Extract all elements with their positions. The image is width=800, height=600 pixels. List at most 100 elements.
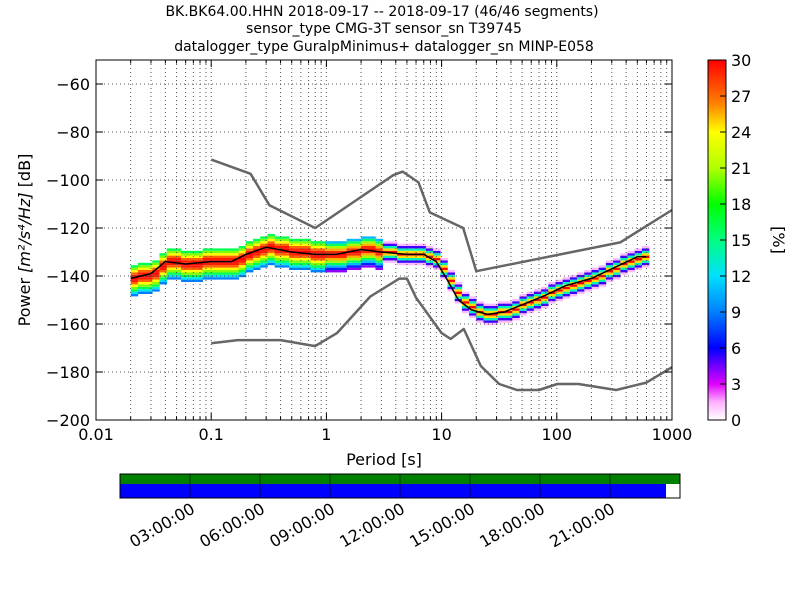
psd-bin: [166, 248, 175, 251]
psd-bin: [454, 282, 463, 285]
y-tick-label: −80: [56, 123, 90, 142]
psd-bin: [382, 260, 391, 263]
psd-bin: [541, 286, 549, 290]
psd-bin: [296, 253, 304, 256]
psd-bin: [202, 258, 211, 261]
psd-bin: [613, 272, 621, 275]
psd-bin: [296, 243, 304, 246]
psd-bin: [166, 258, 175, 261]
psd-bin: [440, 258, 448, 261]
psd-bin: [353, 260, 362, 263]
psd-bin: [339, 258, 347, 261]
psd-bin: [375, 255, 383, 258]
psd-bin: [325, 246, 333, 249]
psd-bin: [130, 284, 139, 287]
psd-bin: [389, 258, 398, 261]
psd-bin: [303, 238, 311, 242]
psd-bin: [562, 294, 571, 297]
ppsd-plot: 0.01 0.1 1 10 100 1000 −200 −180 −160 −140 −120 −10…: [15, 59, 693, 469]
psd-bin: [274, 258, 283, 261]
psd-bin: [289, 262, 297, 266]
psd-bin: [253, 243, 261, 246]
psd-bin: [245, 248, 254, 251]
psd-bin: [274, 253, 283, 256]
psd-bin: [476, 313, 484, 316]
psd-bin: [569, 277, 578, 280]
psd-bin: [317, 258, 326, 261]
psd-bin: [577, 272, 585, 275]
psd-bin: [339, 243, 347, 246]
psd-bin: [173, 277, 182, 280]
psd-bin: [224, 253, 232, 256]
colorbar-tick-label: 21: [731, 159, 751, 178]
psd-bin: [440, 267, 448, 270]
psd-bin: [634, 248, 643, 251]
colorbar-ticks: 0 3 6 9 12 15 18 21 24 27 30: [720, 51, 751, 430]
psd-bin: [166, 272, 175, 275]
psd-bin: [217, 270, 225, 273]
x-tick-label: 1000: [652, 425, 693, 444]
psd-bin: [447, 277, 455, 280]
psd-bin: [130, 294, 139, 297]
psd-bin: [289, 238, 297, 242]
psd-bin: [361, 241, 369, 244]
psd-bin: [317, 265, 326, 268]
colorbar-tick-label: 9: [731, 303, 741, 322]
psd-bin: [447, 270, 455, 273]
psd-bin: [195, 260, 203, 263]
psd-bin: [281, 238, 290, 242]
psd-bin: [620, 270, 628, 273]
psd-bin: [433, 258, 441, 261]
psd-bin: [433, 248, 441, 251]
plot-background: [96, 60, 672, 420]
psd-bin: [634, 260, 643, 263]
psd-bin: [310, 248, 319, 251]
psd-bin: [505, 315, 513, 318]
psd-bin: [317, 267, 326, 270]
psd-bin: [519, 310, 527, 314]
psd-bin: [598, 274, 607, 278]
psd-bin: [260, 241, 268, 244]
psd-bin: [145, 262, 153, 266]
psd-bin: [159, 270, 167, 273]
psd-bin: [346, 265, 355, 268]
psd-bin: [404, 248, 412, 251]
psd-bin: [274, 260, 283, 263]
psd-bin: [533, 298, 542, 302]
psd-bin: [267, 253, 275, 256]
psd-bin: [541, 289, 549, 292]
psd-bin: [173, 272, 182, 275]
psd-bin: [613, 262, 621, 266]
psd-bin: [303, 241, 311, 244]
psd-bin: [382, 243, 391, 246]
psd-bin: [620, 258, 628, 261]
psd-bin: [512, 318, 520, 321]
psd-bin: [411, 246, 419, 249]
psd-bin: [397, 243, 405, 246]
psd-bin: [332, 265, 340, 268]
psd-bin: [569, 284, 578, 287]
psd-bin: [195, 253, 203, 256]
psd-bin: [461, 301, 470, 304]
psd-bin: [569, 291, 578, 294]
psd-bin: [476, 306, 484, 309]
psd-bin: [202, 274, 211, 278]
colorbar-tick-label: 30: [731, 51, 751, 70]
psd-bin: [598, 284, 607, 287]
psd-bin: [505, 306, 513, 309]
psd-bin: [361, 255, 369, 258]
psd-bin: [627, 253, 635, 256]
psd-bin: [209, 248, 218, 251]
psd-bin: [584, 270, 592, 273]
psd-bin: [217, 253, 225, 256]
psd-bin: [425, 260, 434, 263]
psd-bin: [562, 289, 571, 292]
psd-bin: [411, 250, 419, 254]
psd-bin: [281, 253, 290, 256]
y-tick-label: −140: [46, 267, 90, 286]
psd-bin: [195, 262, 203, 266]
psd-bin: [483, 306, 491, 309]
psd-bin: [490, 310, 499, 314]
psd-bin: [274, 246, 283, 249]
psd-bin: [526, 306, 535, 309]
